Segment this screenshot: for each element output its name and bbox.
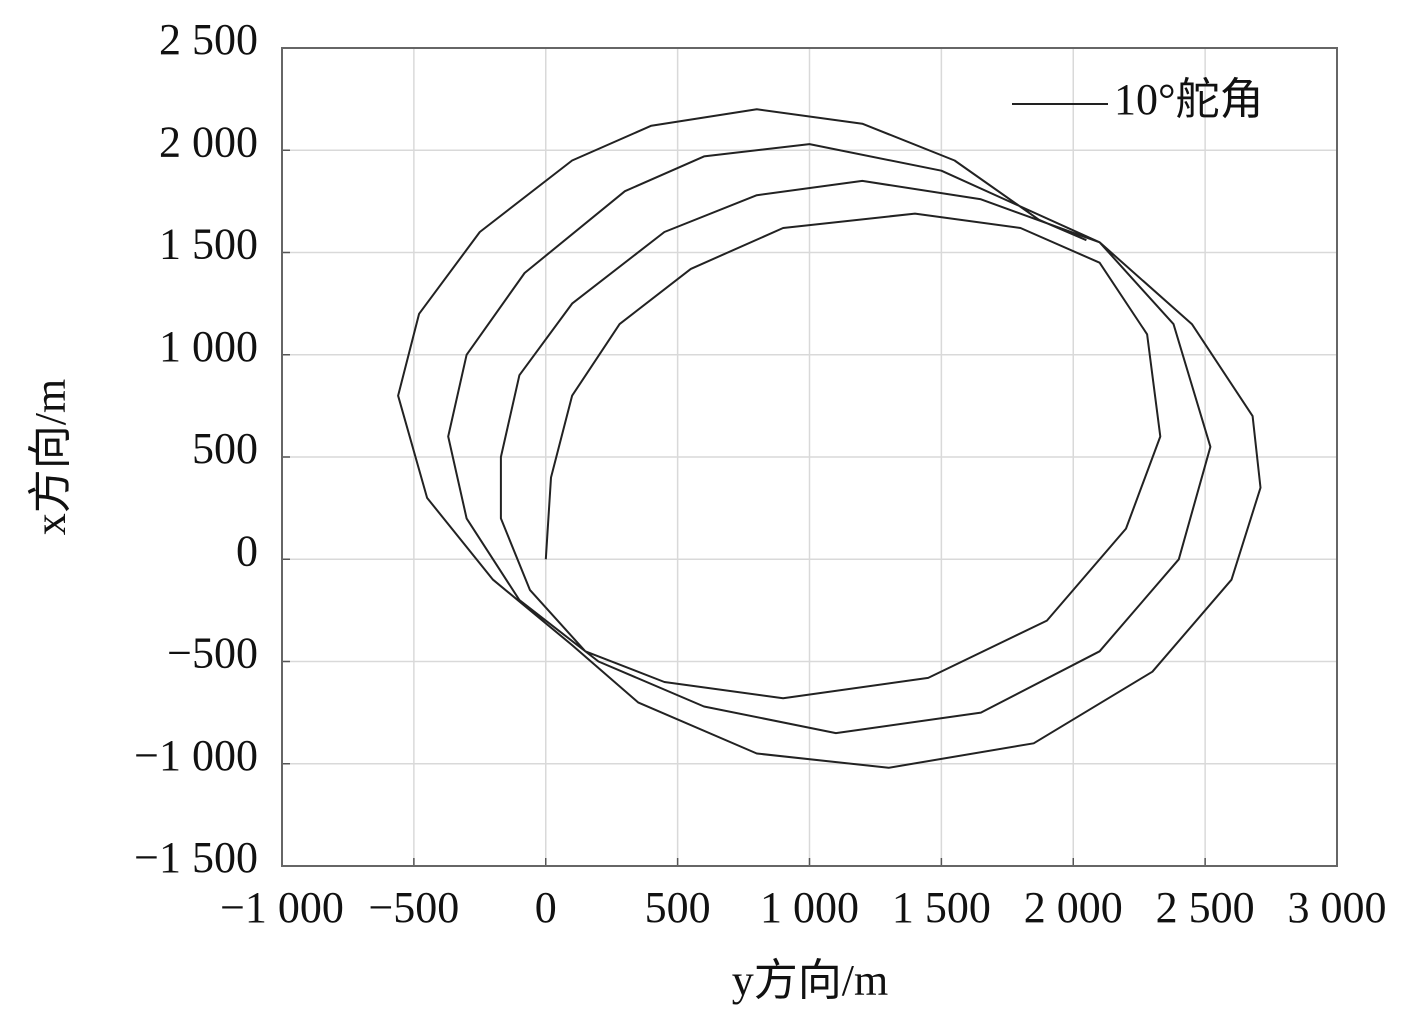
x-tick-label: 2 000 — [1024, 883, 1123, 932]
y-tick-label: 0 — [236, 526, 258, 575]
x-tick-label: 500 — [645, 883, 711, 932]
y-tick-label: 1 000 — [159, 322, 258, 371]
x-tick-label: 1 000 — [760, 883, 859, 932]
trajectory-line — [397, 108, 1262, 769]
y-tick-label: 2 000 — [159, 117, 258, 166]
x-tick-label: 2 500 — [1156, 883, 1255, 932]
x-tick-label: 0 — [535, 883, 557, 932]
y-tick-label: 500 — [192, 424, 258, 473]
x-axis-label: y方向/m — [732, 956, 888, 1005]
x-tick-label: −1 000 — [220, 883, 344, 932]
y-tick-label: 2 500 — [159, 15, 258, 64]
x-tick-label: −500 — [368, 883, 459, 932]
legend-label: 10°舵角 — [1114, 75, 1264, 124]
y-tick-label: −500 — [167, 629, 258, 678]
y-tick-label: −1 000 — [134, 731, 258, 780]
x-tick-label: 3 000 — [1288, 883, 1387, 932]
y-axis-label: x方向/m — [26, 379, 75, 535]
y-tick-label: 1 500 — [159, 220, 258, 269]
plot-frame — [281, 47, 1338, 867]
y-tick-label: −1 500 — [134, 833, 258, 882]
x-tick-label: 1 500 — [892, 883, 991, 932]
